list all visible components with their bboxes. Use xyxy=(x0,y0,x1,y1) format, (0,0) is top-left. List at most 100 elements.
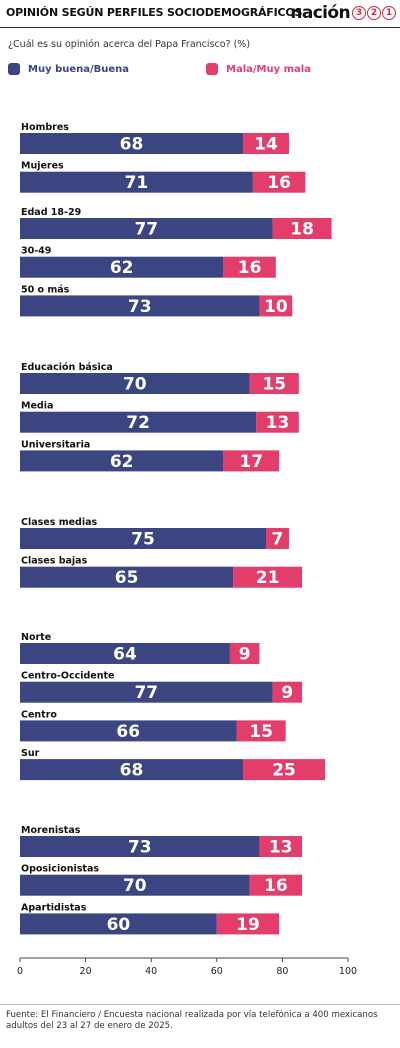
survey-question: ¿Cuál es su opinión acerca del Papa Fran… xyxy=(8,39,251,50)
legend-item-negative: Mala/Muy mala xyxy=(206,63,311,75)
bar-negative xyxy=(249,373,299,394)
data-label-negative: 9 xyxy=(239,645,251,665)
data-label-negative: 16 xyxy=(238,258,262,278)
data-label-positive: 62 xyxy=(110,258,134,278)
bar-negative xyxy=(272,218,332,239)
row-label: Sur xyxy=(21,748,40,759)
bar-negative xyxy=(252,171,306,193)
bar-positive xyxy=(20,256,224,278)
data-label-negative: 9 xyxy=(281,683,293,703)
row-label: Universitaria xyxy=(21,439,90,450)
row-label: Clases medias xyxy=(21,517,98,528)
legend-swatch-negative xyxy=(206,63,218,75)
data-label-positive: 75 xyxy=(131,530,155,550)
brand-digit-1: 3 xyxy=(352,6,366,20)
bar-positive xyxy=(20,450,224,472)
brand-wordmark: nación xyxy=(290,3,350,23)
bar-positive xyxy=(20,643,230,664)
bar-negative xyxy=(223,256,276,278)
data-label-negative: 15 xyxy=(249,722,273,742)
bar-negative xyxy=(259,295,293,317)
data-label-positive: 65 xyxy=(115,568,139,588)
row-label: 30-49 xyxy=(21,246,51,257)
data-label-positive: 62 xyxy=(110,452,134,472)
bar-negative xyxy=(236,720,286,742)
bar-positive xyxy=(20,759,244,781)
x-tick-label: 80 xyxy=(276,966,288,977)
data-label-positive: 72 xyxy=(126,413,150,433)
row-label: Centro xyxy=(21,709,57,720)
data-label-positive: 64 xyxy=(113,645,137,665)
data-label-negative: 16 xyxy=(267,173,291,193)
data-label-positive: 73 xyxy=(128,297,152,317)
data-label-positive: 70 xyxy=(123,876,147,896)
legend-label-positive: Muy buena/Buena xyxy=(28,63,130,75)
x-tick-label: 40 xyxy=(145,966,157,977)
data-label-negative: 21 xyxy=(256,568,280,588)
row-label: Apartidistas xyxy=(21,902,87,913)
legend-item-positive: Muy buena/Buena xyxy=(8,63,129,75)
brand-logo: nación 3 2 1 xyxy=(290,2,396,24)
data-label-negative: 15 xyxy=(262,375,286,395)
data-label-negative: 16 xyxy=(264,876,288,896)
legend: Muy buena/Buena Mala/Muy mala xyxy=(0,63,400,81)
data-label-negative: 7 xyxy=(272,530,284,550)
row-label: Centro-Occidente xyxy=(21,671,114,682)
bar-positive xyxy=(20,874,250,896)
row-label: Media xyxy=(21,401,53,412)
bar-negative xyxy=(266,528,289,549)
source-note: Fuente: El Financiero / Encuesta naciona… xyxy=(6,1010,378,1031)
legend-label-negative: Mala/Muy mala xyxy=(226,63,311,75)
bar-positive xyxy=(20,913,217,935)
legend-swatch-positive xyxy=(8,63,20,75)
bar-positive xyxy=(20,133,244,154)
data-label-negative: 25 xyxy=(272,761,296,781)
bar-positive xyxy=(20,566,234,588)
bar-negative xyxy=(259,836,303,857)
data-label-positive: 68 xyxy=(120,135,144,155)
bar-positive xyxy=(20,295,260,317)
bar-negative xyxy=(223,450,280,472)
row-label: Oposicionistas xyxy=(21,864,99,875)
x-tick-label: 60 xyxy=(211,966,223,977)
bar-negative xyxy=(233,566,303,588)
bar-negative xyxy=(243,133,289,154)
data-label-negative: 13 xyxy=(266,413,290,433)
row-label: Edad 18-29 xyxy=(21,207,81,218)
bar-negative xyxy=(216,913,280,935)
bar-positive xyxy=(20,373,250,394)
stacked-bar-chart: Hombres 68 14 Mujeres 71 16 Edad 18-29 77 18 30-4… xyxy=(17,122,357,977)
header-divider xyxy=(0,27,400,28)
footer-divider xyxy=(0,1004,400,1005)
data-label-positive: 71 xyxy=(125,173,149,193)
data-label-positive: 68 xyxy=(120,761,144,781)
data-label-negative: 14 xyxy=(254,135,278,155)
bar-positive xyxy=(20,720,237,742)
bar-negative xyxy=(256,411,299,433)
row-label: Hombres xyxy=(21,122,69,133)
chart-title: OPINIÓN SEGÚN PERFILES SOCIODEMOGRÁFICOS xyxy=(6,6,303,19)
bar-negative xyxy=(272,681,303,703)
data-label-negative: 17 xyxy=(239,452,263,472)
data-label-positive: 60 xyxy=(107,915,131,935)
row-label: Educación básica xyxy=(21,362,113,373)
row-label: Mujeres xyxy=(21,161,64,172)
bar-negative xyxy=(243,759,326,781)
brand-digit-3: 1 xyxy=(382,6,396,20)
x-tick-label: 0 xyxy=(17,966,23,977)
data-label-positive: 70 xyxy=(123,375,147,395)
bar-positive xyxy=(20,411,257,433)
data-label-negative: 18 xyxy=(290,220,314,240)
bar-positive xyxy=(20,171,253,193)
data-label-positive: 77 xyxy=(134,220,158,240)
row-label: 50 o más xyxy=(21,284,70,295)
data-label-positive: 66 xyxy=(116,722,140,742)
data-label-positive: 73 xyxy=(128,838,152,858)
bar-positive xyxy=(20,528,266,549)
data-label-negative: 13 xyxy=(269,838,293,858)
row-label: Norte xyxy=(21,632,51,643)
bar-positive xyxy=(20,218,273,239)
data-label-negative: 10 xyxy=(264,297,288,317)
x-tick-label: 20 xyxy=(80,966,92,977)
brand-digit-2: 2 xyxy=(367,6,381,20)
